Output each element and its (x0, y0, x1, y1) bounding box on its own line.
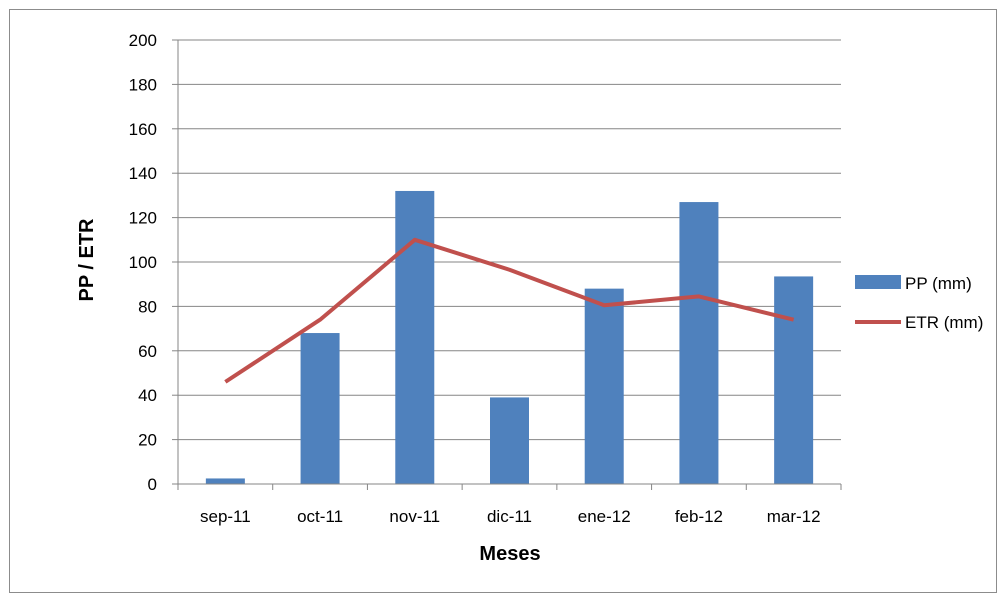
y-tick-labels: 0 20 40 60 80 100 120 140 160 180 200 (129, 31, 157, 494)
x-tick-label: dic-11 (487, 507, 532, 526)
y-tick-label: 140 (129, 164, 157, 183)
bar-pp (205, 478, 245, 484)
bar-pp (774, 276, 814, 484)
y-tick-label: 20 (138, 431, 157, 450)
y-tick-label: 0 (148, 475, 157, 494)
legend-label-etr: ETR (mm) (905, 313, 983, 332)
bar-pp (490, 397, 529, 484)
y-tick-label: 120 (129, 209, 157, 228)
bar-pp (584, 288, 624, 484)
x-tick-label: nov-11 (389, 507, 440, 526)
gridlines (172, 39, 842, 490)
x-tick-label: sep-11 (200, 507, 251, 526)
x-tick-labels: sep-11 oct-11 nov-11 dic-11 ene-12 feb-12 mar-… (200, 507, 821, 526)
lines (224, 237, 795, 384)
y-axis-title: PP / ETR (76, 218, 98, 302)
y-tick-label: 80 (138, 297, 157, 316)
y-tick-label: 100 (129, 253, 157, 272)
bar-pp (395, 190, 435, 484)
legend: PP (mm) ETR (mm) (855, 274, 983, 332)
y-tick-label: 60 (138, 342, 157, 361)
chart-frame (9, 9, 997, 593)
y-tick-label: 200 (129, 31, 157, 50)
bar-pp (300, 333, 340, 484)
x-tick-label: mar-12 (767, 507, 821, 526)
y-tick-label: 180 (129, 75, 157, 94)
bar-pp (679, 202, 719, 484)
y-tick-label: 40 (138, 386, 157, 405)
legend-swatch-pp (855, 275, 901, 289)
y-tick-label: 160 (129, 120, 157, 139)
x-axis-title: Meses (479, 543, 540, 565)
x-tick-label: oct-11 (297, 507, 343, 526)
x-tick-label: ene-12 (578, 507, 631, 526)
legend-label-pp: PP (mm) (905, 274, 972, 293)
x-tick-label: feb-12 (675, 507, 723, 526)
